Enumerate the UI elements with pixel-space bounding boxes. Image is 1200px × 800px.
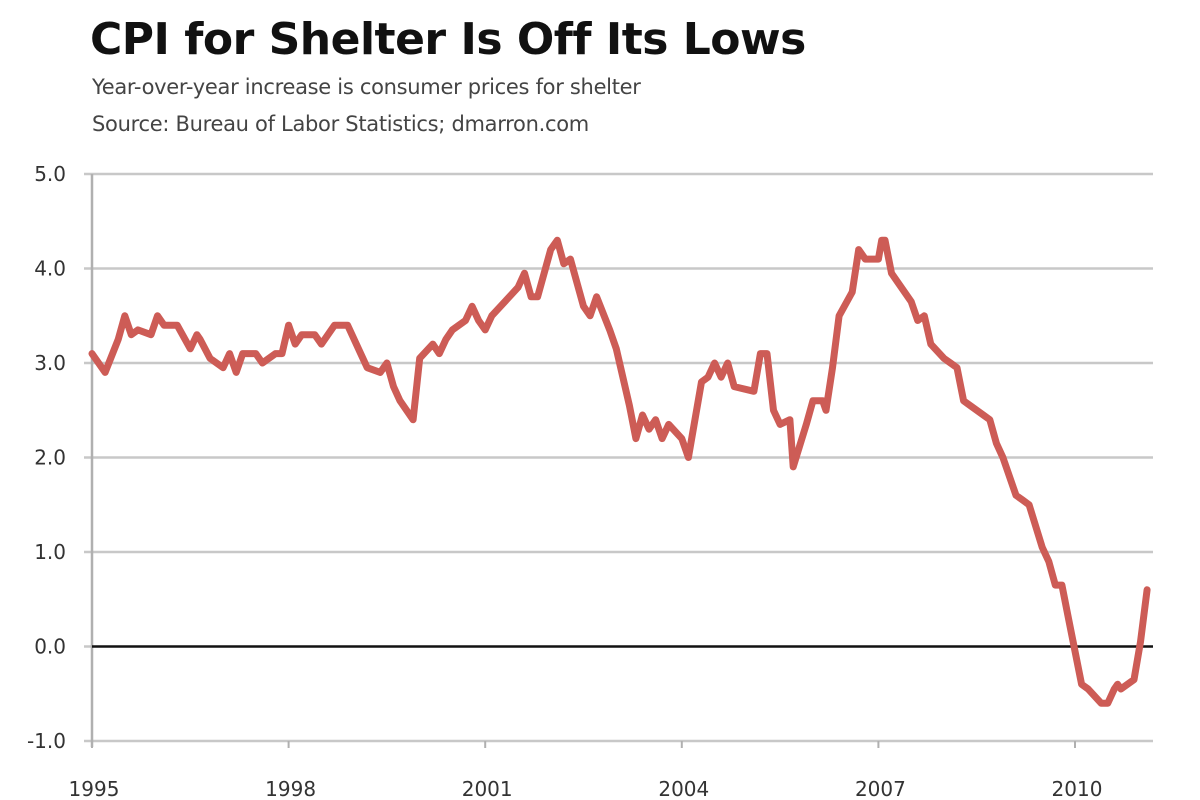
y-axis: 5.0 4.0 3.0 2.0 1.0 0.0 -1.0 xyxy=(27,162,94,753)
series-group xyxy=(88,236,1151,707)
y-tick-label: -1.0 xyxy=(27,729,66,753)
y-tick-label: 4.0 xyxy=(34,257,66,281)
y-tick-label: 3.0 xyxy=(34,351,66,375)
chart-source: Source: Bureau of Labor Statistics; dmar… xyxy=(92,112,589,136)
y-tick-label: 2.0 xyxy=(34,446,66,470)
chart-subtitle: Year-over-year increase is consumer pric… xyxy=(92,75,641,99)
x-axis: 1995 1998 2001 2004 2007 2010 xyxy=(69,741,1103,800)
x-tick-label: 2001 xyxy=(462,777,513,800)
y-tick-label: 5.0 xyxy=(34,162,66,186)
series-line xyxy=(88,236,1151,707)
y-tick-label: 1.0 xyxy=(34,540,66,564)
x-tick-label: 2007 xyxy=(855,777,906,800)
chart-title: CPI for Shelter Is Off Its Lows xyxy=(90,14,806,65)
x-tick-label: 2004 xyxy=(658,777,709,800)
x-tick-label: 2010 xyxy=(1052,777,1103,800)
x-tick-label: 1998 xyxy=(265,777,316,800)
gridlines xyxy=(84,172,1153,743)
x-tick-label: 1995 xyxy=(69,777,120,800)
y-tick-label: 0.0 xyxy=(34,635,66,659)
